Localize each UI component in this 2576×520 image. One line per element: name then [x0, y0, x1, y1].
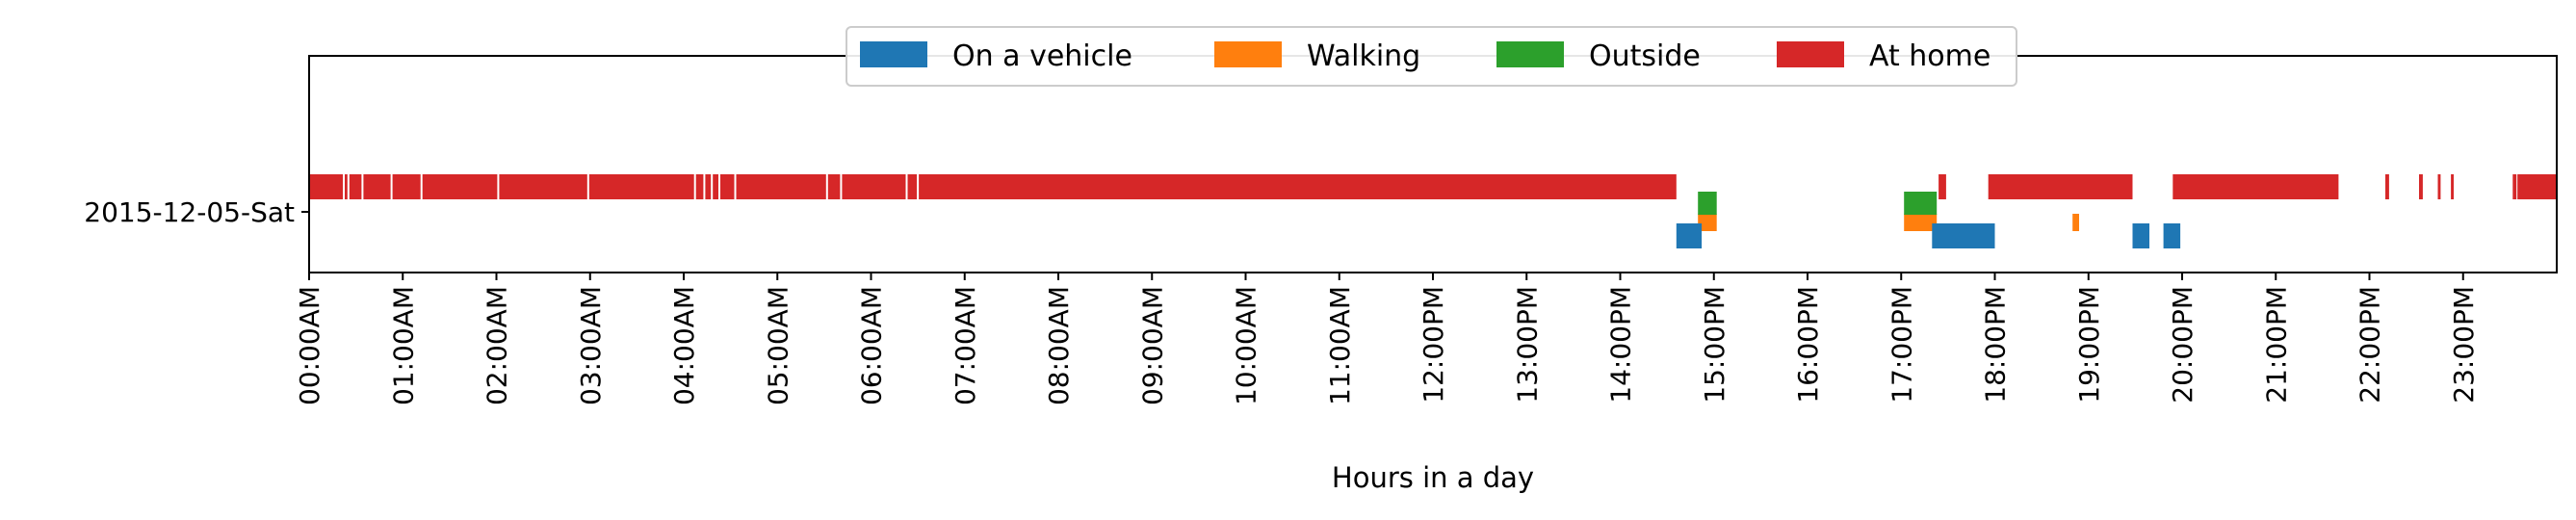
- x-tick-label-21: 21:00PM: [2260, 286, 2292, 403]
- x-tick-label-3: 03:00AM: [575, 286, 607, 405]
- gap-at-home-7: [693, 174, 696, 199]
- legend-label-outside: Outside: [1589, 39, 1701, 73]
- x-tick-label-9: 09:00AM: [1136, 286, 1168, 405]
- gap-at-home-13: [840, 174, 843, 199]
- bar-at-home-2: [1988, 174, 2133, 199]
- x-tick-label-23: 23:00PM: [2448, 286, 2480, 403]
- x-tick-label-12: 12:00PM: [1418, 286, 1449, 403]
- x-tick-label-13: 13:00PM: [1511, 286, 1543, 403]
- bar-at-home-9: [2517, 174, 2557, 199]
- legend-label-at-home: At home: [1869, 39, 1991, 73]
- x-axis-title: Hours in a day: [1332, 461, 1534, 494]
- bar-on-a-vehicle-2: [2132, 223, 2149, 248]
- bar-outside-1: [1904, 192, 1938, 215]
- legend-swatch-at-home: [1777, 41, 1844, 67]
- bar-walking-0: [1698, 214, 1717, 231]
- x-tick-label-18: 18:00PM: [1980, 286, 2012, 403]
- bar-at-home-0: [309, 174, 1677, 199]
- gap-at-home-4: [420, 174, 423, 199]
- legend-swatch-walking: [1214, 41, 1282, 67]
- gap-at-home-15: [917, 174, 920, 199]
- x-tick-label-2: 02:00AM: [481, 286, 513, 405]
- legend-swatch-on-a-vehicle: [860, 41, 927, 67]
- bar-walking-2: [2072, 214, 2079, 231]
- bar-on-a-vehicle-1: [1932, 223, 1995, 248]
- x-tick-label-22: 22:00PM: [2355, 286, 2386, 403]
- bar-at-home-5: [2419, 174, 2423, 199]
- bar-at-home-3: [2173, 174, 2339, 199]
- legend-label-on-a-vehicle: On a vehicle: [952, 39, 1132, 73]
- gap-at-home-0: [343, 174, 345, 199]
- x-tick-label-14: 14:00PM: [1605, 286, 1637, 403]
- bar-outside-0: [1698, 192, 1717, 215]
- x-tick-label-10: 10:00AM: [1231, 286, 1262, 405]
- bars-layer: [309, 174, 2557, 248]
- x-tick-label-17: 17:00PM: [1886, 286, 1917, 403]
- gap-at-home-9: [711, 174, 714, 199]
- bar-on-a-vehicle-3: [2163, 223, 2181, 248]
- bar-at-home-8: [2512, 174, 2517, 199]
- bar-at-home-1: [1939, 174, 1946, 199]
- bar-at-home-4: [2385, 174, 2389, 199]
- x-tick-label-16: 16:00PM: [1792, 286, 1824, 403]
- legend: On a vehicle Walking Outside At home: [846, 26, 2017, 87]
- bar-walking-1: [1904, 214, 1938, 231]
- x-tick-label-6: 06:00AM: [856, 286, 888, 405]
- x-tick-label-20: 20:00PM: [2167, 286, 2199, 403]
- x-tick-label-7: 07:00AM: [950, 286, 981, 405]
- gap-at-home-2: [361, 174, 364, 199]
- x-ticks: 00:00AM 01:00AM 02:00AM 03:00AM 04:00AM 05:00…: [294, 273, 2480, 405]
- x-tick-label-1: 01:00AM: [387, 286, 419, 405]
- legend-frame: [846, 26, 2017, 87]
- gap-at-home-6: [586, 174, 589, 199]
- bar-at-home-7: [2451, 174, 2454, 199]
- gap-at-home-1: [347, 174, 350, 199]
- gap-at-home-11: [734, 174, 737, 199]
- gap-at-home-14: [905, 174, 908, 199]
- x-tick-label-11: 11:00AM: [1324, 286, 1356, 405]
- legend-swatch-outside: [1496, 41, 1564, 67]
- gap-at-home-3: [390, 174, 393, 199]
- x-tick-label-0: 00:00AM: [294, 286, 325, 405]
- bar-on-a-vehicle-0: [1676, 223, 1703, 248]
- x-tick-label-4: 04:00AM: [668, 286, 700, 405]
- gap-at-home-12: [825, 174, 828, 199]
- x-tick-label-8: 08:00AM: [1043, 286, 1075, 405]
- gap-at-home-5: [497, 174, 500, 199]
- x-tick-label-5: 05:00AM: [762, 286, 794, 405]
- legend-label-walking: Walking: [1307, 39, 1420, 73]
- bar-at-home-6: [2437, 174, 2441, 199]
- gap-at-home-8: [703, 174, 706, 199]
- y-tick-label: 2015-12-05-Sat: [84, 196, 295, 228]
- gap-at-home-10: [718, 174, 720, 199]
- x-tick-label-15: 15:00PM: [1699, 286, 1730, 403]
- x-tick-label-19: 19:00PM: [2073, 286, 2105, 403]
